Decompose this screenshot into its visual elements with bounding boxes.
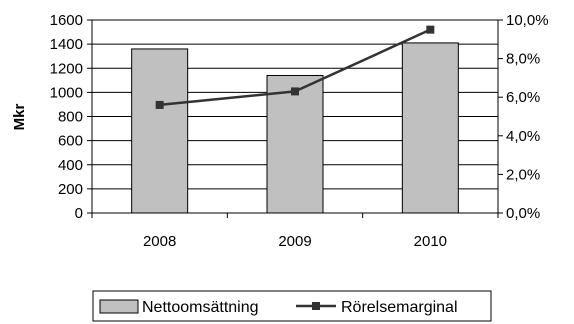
y2-tick-label: 8,0% xyxy=(506,51,540,68)
x-tick-label: 2009 xyxy=(278,233,311,250)
line-series xyxy=(155,25,435,109)
y2-tick-label: 10,0% xyxy=(506,12,549,29)
y-tick-label: 1200 xyxy=(50,60,83,77)
x-tick-label: 2008 xyxy=(143,233,176,250)
y2-axis-ticks: 0,0% 2,0% 4,0% 6,0% 8,0% 10,0% xyxy=(498,12,549,222)
bar xyxy=(266,74,324,214)
y2-tick-label: 4,0% xyxy=(506,128,540,145)
bar-series xyxy=(131,42,459,214)
y-tick-label: 600 xyxy=(58,133,83,150)
y-tick-label: 400 xyxy=(58,157,83,174)
legend-label-nettoomsattning: Nettoomsättning xyxy=(142,299,259,316)
y-tick-label: 1000 xyxy=(50,84,83,101)
y-tick-label: 1600 xyxy=(50,12,83,29)
y-tick-label: 200 xyxy=(58,181,83,198)
line-point xyxy=(426,25,435,34)
y2-tick-label: 0,0% xyxy=(506,205,540,222)
x-axis-ticks: 2008 2009 2010 xyxy=(91,213,499,250)
legend-line-marker xyxy=(312,302,320,310)
bar xyxy=(131,48,189,214)
legend-label-rorelsemarginal: Rörelsemarginal xyxy=(341,299,458,316)
y-tick-label: 800 xyxy=(58,109,83,126)
legend-box xyxy=(92,290,492,322)
y-tick-label: 0 xyxy=(75,205,83,222)
legend: Nettoomsättning Rörelsemarginal xyxy=(92,290,492,322)
y-axis-title: Mkr xyxy=(11,104,28,131)
line-point xyxy=(155,100,164,109)
x-tick-label: 2010 xyxy=(414,233,447,250)
y-axis-ticks: 0 200 400 600 800 1000 1200 1400 1600 xyxy=(50,12,92,222)
bar xyxy=(401,42,459,214)
y-tick-label: 1400 xyxy=(50,36,83,53)
line-point xyxy=(291,87,299,96)
y2-tick-label: 6,0% xyxy=(506,89,540,106)
legend-bar-swatch xyxy=(99,299,139,314)
y2-tick-label: 2,0% xyxy=(506,166,540,183)
